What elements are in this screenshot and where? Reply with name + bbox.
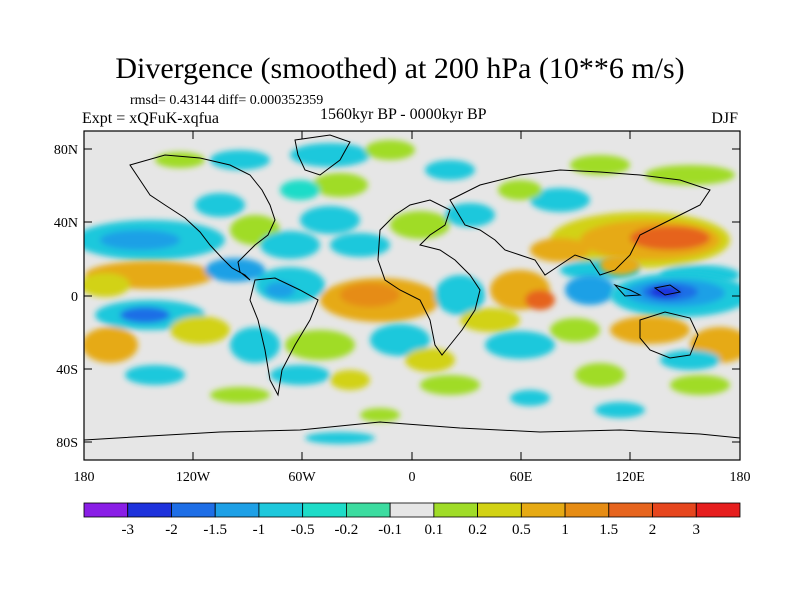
colorbar-swatch (214, 502, 260, 518)
colorbar-swatch (127, 502, 172, 518)
colorbar-label: 1.5 (599, 522, 618, 538)
colorbar-label: -0.5 (291, 522, 315, 538)
x-label-120e: 120E (615, 470, 645, 485)
stats-text: rmsd= 0.43144 diff= 0.000352359 (130, 93, 324, 108)
colorbar-label: -3 (121, 522, 134, 538)
colorbar-swatch (608, 502, 653, 518)
colorbar-label: 0.5 (512, 522, 531, 538)
colorbar-swatch (83, 502, 129, 518)
y-label-0: 0 (71, 290, 78, 305)
colorbar-swatch (389, 502, 435, 518)
colorbar-swatch (477, 502, 522, 518)
colorbar-label: -1.5 (203, 522, 227, 538)
colorbar-swatch (520, 502, 566, 518)
experiment-label: Expt = xQFuK-xqfua (82, 110, 220, 127)
y-label-40s: 40S (56, 363, 78, 378)
colorbar-label: -0.2 (335, 522, 359, 538)
y-ticks (84, 148, 740, 443)
colorbar (83, 502, 741, 518)
x-label-120w: 120W (176, 470, 211, 485)
colorbar-label: -1 (253, 522, 266, 538)
colorbar-swatch (258, 502, 304, 518)
plot-title: Divergence (smoothed) at 200 hPa (10**6 … (115, 52, 685, 85)
x-label-60w: 60W (288, 470, 316, 485)
y-label-40n: 40N (54, 216, 78, 231)
season-label: DJF (711, 110, 738, 127)
colorbar-swatch (171, 502, 216, 518)
x-label-0: 0 (409, 470, 416, 485)
colorbar-label: -0.1 (378, 522, 402, 538)
divergence-field (84, 131, 740, 460)
coastlines (84, 134, 740, 441)
colorbar-label: 1 (561, 522, 569, 538)
colorbar-swatch (564, 502, 610, 518)
y-label-80n: 80N (54, 143, 78, 158)
x-label-60e: 60E (510, 470, 533, 485)
x-label-180e: 180 (730, 470, 751, 485)
y-label-80s: 80S (56, 436, 78, 451)
colorbar-swatch (433, 502, 479, 518)
x-ticks (83, 131, 741, 460)
colorbar-swatch (652, 502, 697, 518)
colorbar-label: -2 (165, 522, 178, 538)
colorbar-swatch (302, 502, 347, 518)
colorbar-swatch (345, 502, 391, 518)
colorbar-label: 3 (693, 522, 701, 538)
colorbar-label: 2 (649, 522, 657, 538)
colorbar-label: 0.2 (468, 522, 487, 538)
period-label: 1560kyr BP - 0000kyr BP (320, 106, 487, 123)
x-label-180w: 180 (74, 470, 95, 485)
colorbar-swatch (695, 502, 741, 518)
colorbar-labels: -3 -2 -1.5 -1 -0.5 -0.2 -0.1 0.1 0.2 0.5 1 1.5 2 3 (121, 522, 700, 538)
colorbar-label: 0.1 (424, 522, 443, 538)
